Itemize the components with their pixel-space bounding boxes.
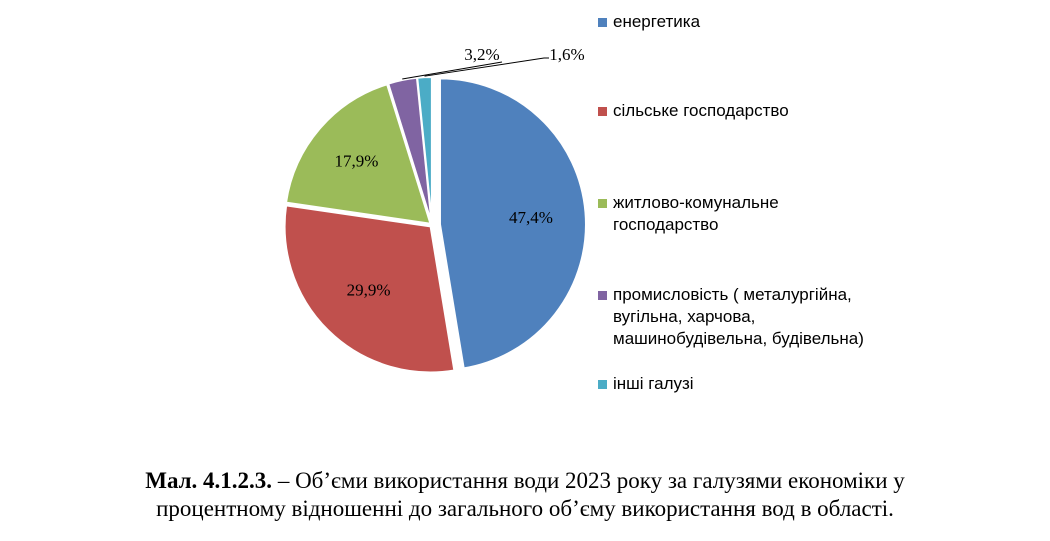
legend-label: сільське господарство <box>613 101 789 120</box>
legend: енергетика сільське господарство житлово… <box>598 0 938 452</box>
slice-value-label: 3,2% <box>464 45 499 64</box>
slice-agriculture <box>283 204 456 374</box>
slice-value-label: 1,6% <box>549 45 584 64</box>
slice-other <box>416 76 433 224</box>
legend-label: житлово-комунальне господарство <box>613 193 779 234</box>
slice-value-label: 17,9% <box>335 152 379 171</box>
legend-item-energy: енергетика <box>598 11 700 33</box>
caption-line-1: – Об’єми використання води 2023 року за … <box>272 468 905 493</box>
slice-value-label: 29,9% <box>347 281 391 300</box>
caption-number: Мал. 4.1.2.3. <box>145 468 273 493</box>
slice-energy <box>438 77 587 370</box>
caption-line-2: процентному відношенні до загального об’… <box>156 496 894 521</box>
legend-label: інші галузі <box>613 374 694 393</box>
leader-line <box>424 57 549 77</box>
legend-label: енергетика <box>613 12 701 31</box>
slice-value-label: 47,4% <box>509 208 553 227</box>
legend-label: промисловість ( металургійна, вугільна, … <box>613 285 864 348</box>
legend-swatch <box>598 291 607 300</box>
leader-line <box>402 61 503 80</box>
slice-housing <box>284 83 432 225</box>
legend-item-agriculture: сільське господарство <box>598 100 789 122</box>
pie-chart: 47,4% 29,9% 17,9% 3,2% 1,6% <box>283 45 587 374</box>
figure-caption: Мал. 4.1.2.3. – Об’єми використання води… <box>0 467 1050 523</box>
legend-item-other: інші галузі <box>598 373 694 395</box>
legend-swatch <box>598 107 607 116</box>
legend-swatch <box>598 18 607 27</box>
legend-swatch <box>598 199 607 208</box>
legend-swatch <box>598 380 607 389</box>
chart-area: 47,4% 29,9% 17,9% 3,2% 1,6% <box>112 0 938 452</box>
legend-item-housing: житлово-комунальне господарство <box>598 192 779 236</box>
legend-item-industry: промисловість ( металургійна, вугільна, … <box>598 284 864 350</box>
